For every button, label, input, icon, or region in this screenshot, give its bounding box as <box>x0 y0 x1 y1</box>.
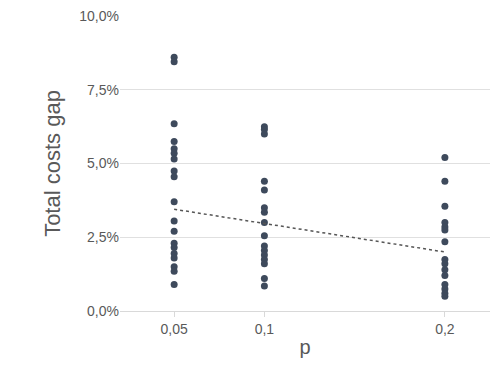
svg-text:7,5%: 7,5% <box>87 82 119 98</box>
svg-text:p: p <box>299 336 310 358</box>
svg-text:10,0%: 10,0% <box>79 8 119 24</box>
svg-text:0,05: 0,05 <box>161 321 188 337</box>
svg-text:5,0%: 5,0% <box>87 155 119 171</box>
svg-text:0,0%: 0,0% <box>87 303 119 319</box>
svg-text:Total costs gap: Total costs gap <box>40 90 65 237</box>
svg-text:0,2: 0,2 <box>435 321 455 337</box>
svg-text:0,1: 0,1 <box>255 321 275 337</box>
svg-text:2,5%: 2,5% <box>87 229 119 245</box>
